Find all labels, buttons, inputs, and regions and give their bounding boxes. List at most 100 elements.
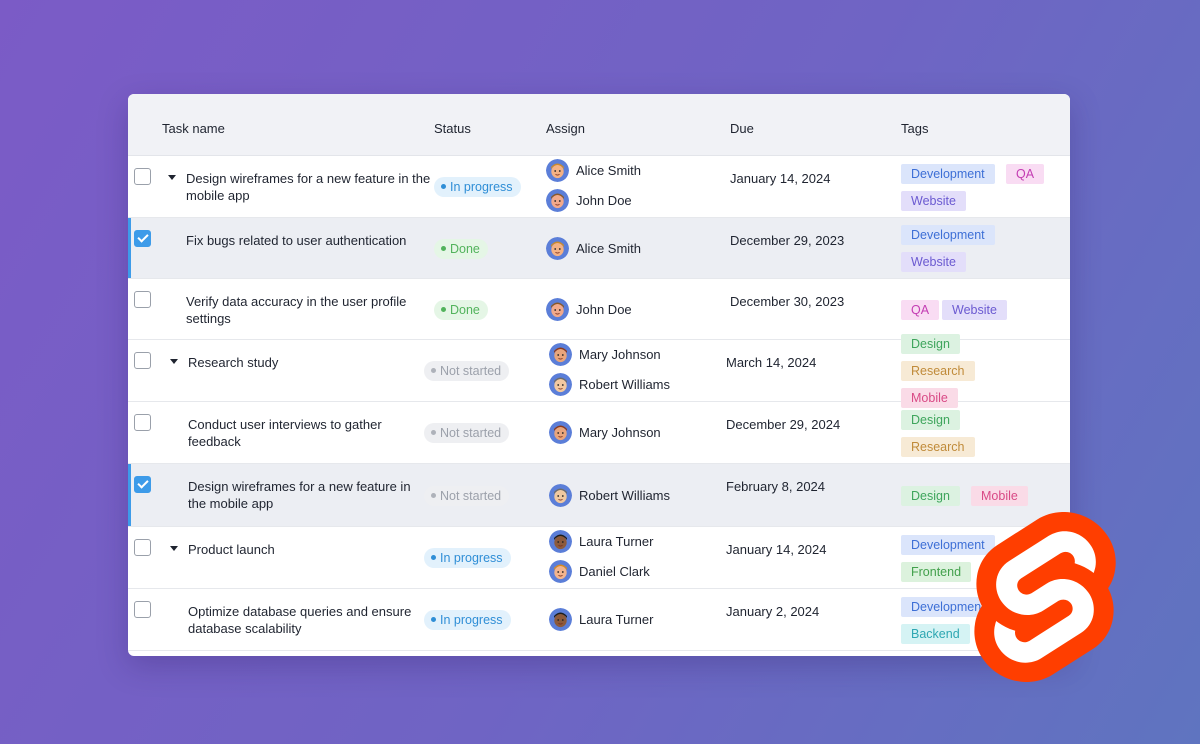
tag-development[interactable]: Development	[901, 535, 995, 555]
task-name[interactable]: Optimize database queries and ensure data…	[188, 603, 411, 637]
tag-mobile[interactable]: Mobile	[971, 486, 1028, 506]
table-header: Task name Status Assign Due Tags	[128, 94, 1070, 156]
table-row[interactable]: Product launch In progress Laura Turner D…	[128, 527, 1070, 589]
assignee-daniel-clark[interactable]: Daniel Clark	[549, 560, 650, 584]
table-row[interactable]: Conduct user interviews to gather feedbac…	[128, 402, 1070, 464]
task-name[interactable]: Design wireframes for a new feature in th…	[188, 478, 411, 512]
tag-design[interactable]: Design	[901, 486, 960, 506]
assignee-name: Laura Turner	[579, 534, 654, 549]
assignee-john-doe[interactable]: John Doe	[546, 189, 632, 213]
tag-research[interactable]: Research	[901, 361, 975, 381]
avatar	[549, 373, 572, 397]
task-name[interactable]: Conduct user interviews to gather feedbac…	[188, 416, 382, 450]
avatar	[546, 159, 569, 183]
tag-development[interactable]: Development	[901, 225, 995, 245]
tag-frontend[interactable]: Frontend	[901, 562, 972, 582]
assignee-name: Daniel Clark	[579, 564, 650, 579]
tag-development[interactable]: Development	[901, 164, 995, 184]
avatar	[546, 298, 569, 322]
assignee-name: John Doe	[576, 193, 632, 208]
column-header-tags[interactable]: Tags	[901, 121, 929, 136]
assignee-john-doe[interactable]: John Doe	[546, 298, 632, 322]
assignee-robert-williams[interactable]: Robert Williams	[549, 373, 670, 397]
task-table: Task name Status Assign Due Tags Design …	[128, 94, 1070, 656]
tag-qa[interactable]: QA	[901, 300, 940, 320]
task-name-line: database scalability	[188, 621, 302, 636]
row-checkbox[interactable]	[134, 539, 151, 556]
assignee-alice-smith[interactable]: Alice Smith	[546, 237, 641, 261]
table-row[interactable]: Design wireframes for a new feature in t…	[128, 156, 1070, 218]
task-name[interactable]: Fix bugs related to user authentication	[186, 232, 406, 249]
table-row[interactable]: Optimize database queries and ensure data…	[128, 589, 1070, 651]
status-badge: In progress	[424, 548, 511, 568]
status-dot-icon	[441, 307, 446, 313]
status-dot-icon	[441, 246, 446, 252]
tag-development[interactable]: Development	[901, 597, 995, 617]
row-checkbox[interactable]	[134, 230, 151, 247]
row-checkbox[interactable]	[134, 352, 151, 369]
task-name[interactable]: Product launch	[188, 541, 275, 558]
assignee-name: Laura Turner	[579, 612, 654, 627]
task-name[interactable]: Design wireframes for a new feature in t…	[186, 170, 430, 204]
tag-design[interactable]: Design	[901, 334, 960, 354]
status-badge: In progress	[434, 177, 521, 197]
row-checkbox[interactable]	[134, 291, 151, 308]
task-name-line: Verify data accuracy in the user profile	[186, 294, 407, 309]
avatar	[549, 560, 572, 584]
expand-caret-icon[interactable]	[170, 359, 178, 364]
assignee-name: Mary Johnson	[579, 347, 661, 362]
due-date: December 29, 2023	[730, 233, 845, 248]
tag-mobile[interactable]: Mobile	[901, 388, 958, 408]
expand-caret-icon[interactable]	[170, 546, 178, 551]
task-name-line: Research study	[188, 355, 279, 370]
status-dot-icon	[441, 184, 446, 190]
svelte-logo	[974, 512, 1116, 682]
assignee-name: Alice Smith	[576, 241, 642, 256]
tag-research[interactable]: Research	[901, 437, 975, 457]
task-name[interactable]: Research study	[188, 354, 278, 371]
assignee-mary-johnson[interactable]: Mary Johnson	[549, 343, 661, 367]
column-header-status[interactable]: Status	[434, 121, 471, 136]
status-dot-icon	[431, 617, 436, 623]
assignee-laura-turner[interactable]: Laura Turner	[549, 608, 653, 632]
status-dot-icon	[431, 493, 436, 499]
status-label: Done	[450, 303, 480, 317]
table-row[interactable]: Fix bugs related to user authentication D…	[128, 218, 1070, 279]
assignee-robert-williams[interactable]: Robert Williams	[549, 484, 670, 508]
task-name-line: Fix bugs related to user authentication	[186, 233, 407, 248]
expand-caret-icon[interactable]	[168, 175, 176, 180]
assignee-mary-johnson[interactable]: Mary Johnson	[549, 421, 661, 445]
column-header-task[interactable]: Task name	[162, 121, 225, 136]
column-header-assign[interactable]: Assign	[546, 121, 586, 136]
tag-website[interactable]: Website	[901, 191, 966, 211]
row-checkbox[interactable]	[134, 476, 151, 493]
status-label: Not started	[440, 426, 502, 440]
assignee-laura-turner[interactable]: Laura Turner	[549, 530, 653, 554]
table-row[interactable]: Research study Not started Mary Johnson R…	[128, 334, 1070, 408]
tag-design[interactable]: Design	[901, 410, 960, 430]
task-name-line: Design wireframes for a new feature in t…	[186, 171, 431, 186]
table-row[interactable]: Design wireframes for a new feature in th…	[128, 464, 1070, 527]
status-badge: Not started	[424, 361, 510, 381]
tag-website[interactable]: Website	[901, 252, 966, 272]
assignee-alice-smith[interactable]: Alice Smith	[546, 159, 641, 183]
assignee-name: John Doe	[576, 302, 632, 317]
status-dot-icon	[431, 555, 436, 561]
assignee-name: Mary Johnson	[579, 425, 661, 440]
status-label: Not started	[440, 489, 502, 503]
tag-qa[interactable]: QA	[1006, 164, 1045, 184]
avatar	[549, 421, 572, 445]
assignee-name: Robert Williams	[579, 377, 671, 392]
status-dot-icon	[431, 430, 436, 436]
table-row[interactable]: Verify data accuracy in the user profile…	[128, 279, 1070, 340]
row-checkbox[interactable]	[134, 168, 151, 185]
avatar	[549, 530, 572, 554]
row-checkbox[interactable]	[134, 601, 151, 618]
due-date: February 8, 2024	[726, 479, 826, 494]
tag-backend[interactable]: Backend	[901, 624, 970, 644]
tag-website[interactable]: Website	[942, 300, 1007, 320]
assignee-name: Robert Williams	[579, 488, 671, 503]
row-checkbox[interactable]	[134, 414, 151, 431]
task-name[interactable]: Verify data accuracy in the user profile…	[186, 293, 406, 327]
column-header-due[interactable]: Due	[730, 121, 754, 136]
